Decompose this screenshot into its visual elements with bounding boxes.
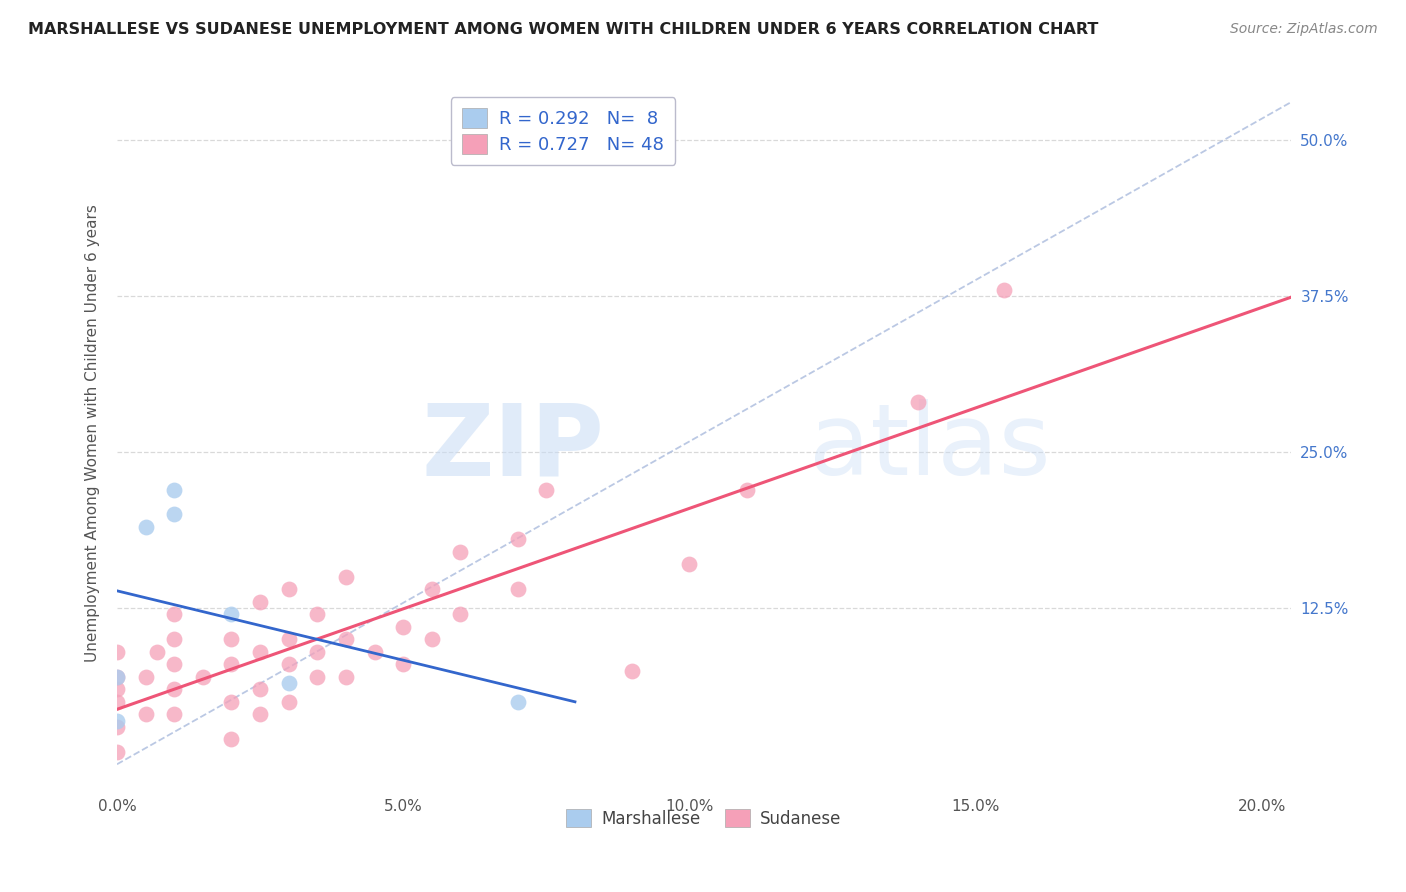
Point [249, 707, 271, 722]
Point [146, 645, 169, 659]
Point [450, 545, 472, 559]
Point [506, 582, 529, 597]
Point [135, 707, 157, 722]
Point [735, 483, 758, 497]
Point [363, 645, 385, 659]
Legend: Marshallese, Sudanese: Marshallese, Sudanese [560, 803, 848, 834]
Point [536, 483, 558, 497]
Point [105, 670, 128, 684]
Point [506, 533, 529, 547]
Point [277, 657, 299, 672]
Point [335, 632, 357, 647]
Point [249, 595, 271, 609]
Text: Source: ZipAtlas.com: Source: ZipAtlas.com [1230, 22, 1378, 37]
Point [221, 632, 243, 647]
Point [105, 645, 128, 659]
Point [450, 607, 472, 622]
Point [307, 607, 329, 622]
Point [392, 620, 415, 634]
Point [335, 570, 357, 584]
Point [249, 682, 271, 697]
Point [163, 682, 186, 697]
Point [163, 607, 186, 622]
Point [105, 745, 128, 759]
Point [135, 670, 157, 684]
Point [506, 695, 529, 709]
Point [307, 670, 329, 684]
Point [191, 670, 214, 684]
Point [277, 695, 299, 709]
Point [221, 607, 243, 622]
Point [678, 558, 700, 572]
Point [277, 676, 299, 690]
Point [621, 664, 644, 678]
Point [307, 645, 329, 659]
Point [105, 720, 128, 734]
Point [163, 483, 186, 497]
Text: atlas: atlas [810, 399, 1052, 496]
Point [105, 695, 128, 709]
Point [105, 682, 128, 697]
Point [420, 632, 443, 647]
Point [907, 395, 929, 409]
Point [277, 632, 299, 647]
Point [221, 657, 243, 672]
Text: ZIP: ZIP [422, 399, 605, 496]
Point [392, 657, 415, 672]
Point [993, 283, 1015, 297]
Y-axis label: Unemployment Among Women with Children Under 6 years: Unemployment Among Women with Children U… [86, 204, 100, 662]
Point [221, 732, 243, 747]
Point [105, 670, 128, 684]
Point [335, 670, 357, 684]
Point [420, 582, 443, 597]
Point [221, 695, 243, 709]
Point [277, 582, 299, 597]
Point [163, 707, 186, 722]
Point [163, 657, 186, 672]
Point [163, 632, 186, 647]
Point [249, 645, 271, 659]
Point [163, 508, 186, 522]
Text: MARSHALLESE VS SUDANESE UNEMPLOYMENT AMONG WOMEN WITH CHILDREN UNDER 6 YEARS COR: MARSHALLESE VS SUDANESE UNEMPLOYMENT AMO… [28, 22, 1098, 37]
Point [135, 520, 157, 534]
Point [105, 714, 128, 728]
